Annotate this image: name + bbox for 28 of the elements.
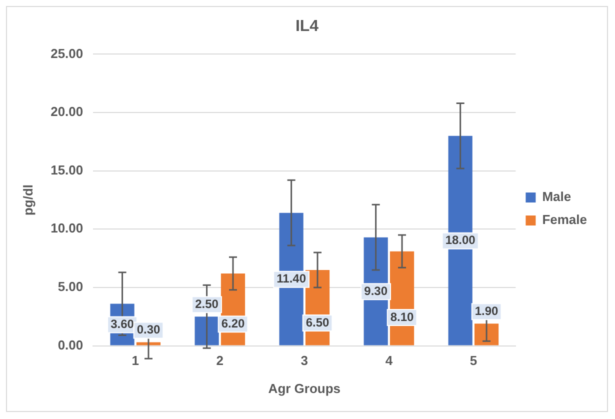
data-label: 8.10	[390, 310, 414, 324]
y-axis-title: pg/dl	[20, 184, 36, 216]
chart-title: IL4	[295, 18, 319, 36]
y-tick-label: 5.00	[58, 279, 84, 294]
x-tick-label: 1	[132, 353, 140, 368]
data-label: 9.30	[364, 284, 388, 298]
x-tick-label: 3	[300, 353, 308, 368]
x-tick-label: 2	[216, 353, 224, 368]
y-tick-label: 10.00	[50, 220, 84, 236]
y-tick-label: 25.00	[50, 46, 84, 61]
data-label: 2.50	[195, 296, 219, 311]
y-tick-label: 15.00	[50, 162, 84, 178]
bar	[136, 342, 161, 346]
data-label: 0.30	[136, 322, 160, 337]
data-label: 11.40	[276, 272, 306, 286]
data-label: 6.20	[221, 316, 246, 330]
legend-label: Male	[542, 189, 572, 204]
y-tick-label: 20.00	[50, 104, 84, 120]
x-axis-title: Agr Groups	[268, 380, 341, 396]
y-tick-label: 0.00	[58, 337, 84, 352]
legend-label: Female	[542, 212, 588, 228]
data-label: 6.50	[306, 315, 330, 330]
data-label: 18.00	[445, 233, 476, 248]
x-tick-label: 4	[385, 353, 394, 368]
x-tick-label: 5	[470, 353, 478, 368]
data-label: 1.90	[474, 304, 499, 318]
data-label: 3.60	[110, 317, 134, 332]
bar	[474, 324, 499, 346]
